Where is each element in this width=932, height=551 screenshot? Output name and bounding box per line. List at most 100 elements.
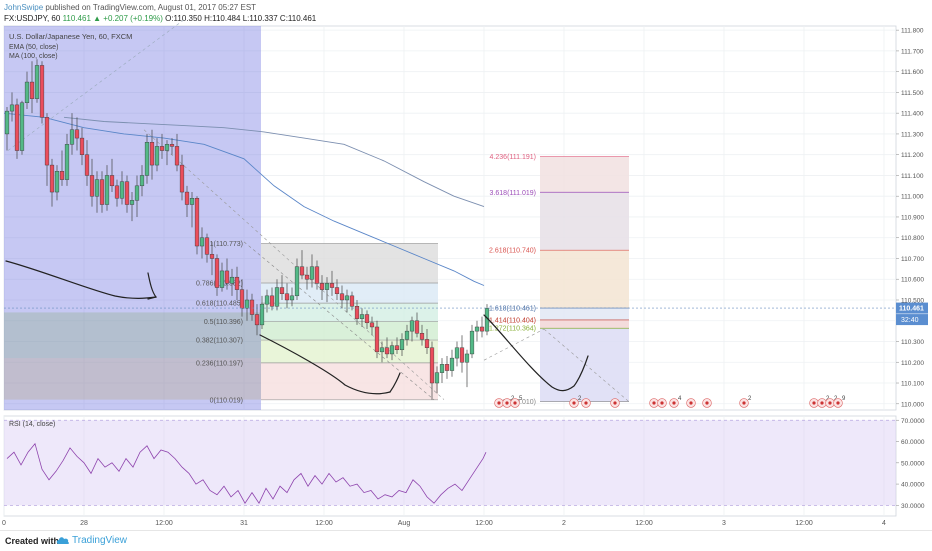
ema50-line (3, 112, 485, 286)
candle (344, 289, 350, 313)
candle (139, 165, 145, 197)
rsi-y-tick-label: 30.0000 (901, 503, 925, 510)
candle-body (269, 295, 275, 307)
candle (274, 279, 280, 311)
candle-body (289, 295, 295, 301)
publish-info: published on TradingView.com, August 01,… (45, 3, 257, 12)
support-zone-lower (4, 358, 261, 400)
candle (284, 283, 290, 309)
event-marker-count: 5 (519, 396, 523, 402)
candle (134, 175, 140, 217)
candle-body (159, 146, 165, 151)
rsi-line (6, 442, 487, 505)
fib-ext-band (540, 192, 629, 251)
y-tick-label: 110.300 (901, 339, 924, 346)
candle-body (49, 164, 55, 193)
candle (129, 192, 135, 222)
candle-body (339, 293, 345, 301)
event-marker-dot (660, 401, 664, 405)
candle-body (444, 364, 450, 371)
fib-ext-label: 1.272(110.364) (489, 326, 536, 333)
candle (169, 138, 175, 155)
highlight-region (4, 26, 261, 410)
last-price: 110.461 (62, 14, 91, 23)
candle-body (469, 330, 475, 355)
candle-body (384, 347, 390, 355)
candle (44, 113, 50, 186)
candle (259, 295, 265, 330)
chart-area[interactable]: 0 28 12:00 31 12:00 Aug 12:00 2 12:00 3 12:00 4 111.… (0, 0, 932, 530)
price-pane (3, 25, 897, 411)
candle (394, 337, 400, 354)
candle-body (369, 322, 375, 328)
event-marker-dot (613, 401, 617, 405)
candle-body (219, 270, 225, 288)
candle-body (274, 287, 280, 307)
candle (269, 287, 275, 311)
candle (244, 289, 250, 321)
candle-body (129, 200, 135, 205)
publish-line: JohnSwipe published on TradingView.com, … (4, 2, 256, 13)
event-marker-dot (705, 401, 709, 405)
candle-body (394, 345, 400, 351)
fib-band (261, 303, 438, 322)
candle-body (464, 353, 470, 363)
candle (159, 133, 165, 159)
candle-body (74, 129, 80, 139)
fib-ext-label: 1.414(110.404) (489, 317, 536, 324)
candle-body (414, 320, 420, 334)
candle (369, 316, 375, 336)
y-tick-label: 111.700 (901, 48, 924, 55)
y-tick-label: 111.100 (901, 173, 924, 180)
event-marker-dot (812, 401, 816, 405)
candle-body (94, 179, 100, 197)
y-tick-label: 110.500 (901, 297, 924, 304)
candle-body (189, 198, 195, 205)
candle (229, 268, 235, 296)
candle (109, 158, 115, 193)
event-marker-dot (742, 401, 746, 405)
fib-band (261, 340, 438, 363)
ext-trend-b (543, 328, 630, 402)
rsi-y-tick-label: 40.0000 (901, 482, 925, 489)
candle-body (14, 104, 20, 151)
tradingview-brand[interactable]: TradingView (72, 535, 128, 546)
rsi-y-tick-label: 70.0000 (901, 418, 925, 425)
candle (174, 133, 180, 172)
fib-ext-label: 4.236(111.191) (490, 154, 536, 161)
fib-ext-label: 2.618(110.740) (489, 248, 536, 255)
candle-body (479, 326, 485, 332)
legend-ema: EMA (50, close) (9, 44, 58, 51)
event-marker-dot (497, 401, 501, 405)
time-tag-bg (896, 314, 928, 326)
candle (19, 100, 25, 155)
candle-body (239, 289, 245, 309)
author-link[interactable]: JohnSwipe (4, 3, 44, 12)
candle-body (34, 65, 40, 99)
candle (404, 324, 410, 346)
candle (364, 310, 370, 330)
fib-level-label: 0.236(110.197) (196, 360, 243, 367)
y-tick-label: 110.000 (901, 401, 924, 408)
candle (454, 341, 460, 367)
symbol-label: FX:USDJPY, 60 (4, 14, 61, 23)
fib-ext-label: 1.618(110.461) (489, 306, 536, 313)
candle (414, 312, 420, 338)
candle-body (119, 181, 125, 199)
support-zone (4, 312, 261, 359)
x-tick-label: 3 (722, 520, 726, 527)
tradingview-cloud-icon (56, 537, 70, 544)
rsi-y-tick-label: 60.0000 (901, 439, 925, 446)
fib-level-label: 0.786(110.582) (196, 280, 243, 287)
candle (264, 289, 270, 313)
candle (164, 140, 170, 166)
candle (144, 133, 150, 184)
candle-body (264, 295, 270, 305)
open-value: O:110.350 (165, 14, 202, 23)
candle-body (19, 102, 25, 151)
candle (59, 150, 65, 186)
candle (379, 341, 385, 363)
candle-body (409, 320, 415, 332)
candle-body (174, 146, 180, 166)
candle-body (224, 270, 230, 284)
